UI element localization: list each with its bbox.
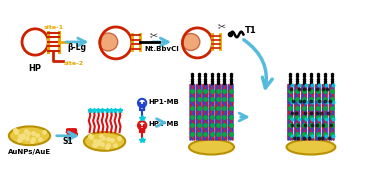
- Text: T1: T1: [245, 26, 257, 35]
- Text: HP2-MB: HP2-MB: [149, 121, 179, 127]
- Text: AuNPs/AuE: AuNPs/AuE: [8, 149, 51, 155]
- Text: Nt.BbvCI: Nt.BbvCI: [144, 46, 179, 52]
- Ellipse shape: [99, 33, 118, 51]
- Ellipse shape: [189, 139, 234, 155]
- Text: ✂: ✂: [149, 30, 157, 40]
- Text: site-1: site-1: [43, 25, 64, 30]
- Ellipse shape: [9, 126, 50, 145]
- Ellipse shape: [287, 139, 335, 155]
- Text: β-Lg: β-Lg: [68, 43, 87, 52]
- Ellipse shape: [182, 33, 200, 50]
- Text: HP: HP: [29, 64, 42, 73]
- Text: HP1-MB: HP1-MB: [149, 99, 180, 105]
- Ellipse shape: [84, 132, 125, 151]
- Text: site-2: site-2: [63, 61, 84, 66]
- Text: S1: S1: [63, 137, 73, 146]
- Text: ✂: ✂: [218, 22, 226, 32]
